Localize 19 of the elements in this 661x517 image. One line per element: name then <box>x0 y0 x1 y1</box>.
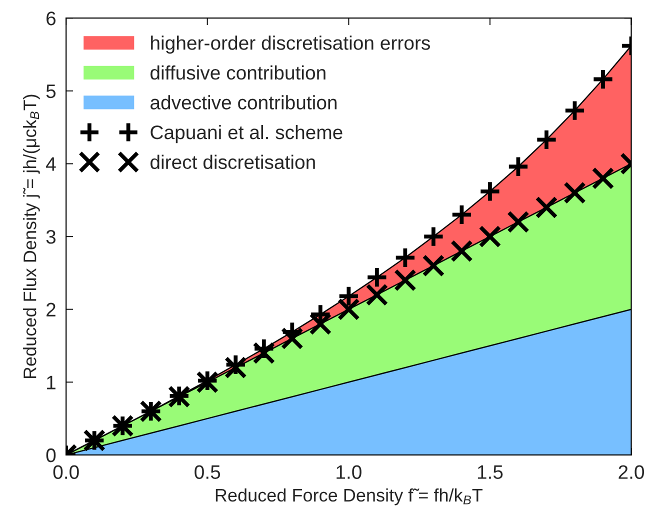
y-axis-title: Reduced Flux Density j̃ = jh/(μck$_{B}$T) <box>23 94 40 378</box>
y-tick-label: 2 <box>46 302 56 316</box>
x-tick-label: 1.0 <box>336 465 362 479</box>
x-tick-label: 1.5 <box>478 465 503 479</box>
legend-label: advective contribution <box>150 95 337 110</box>
legend-label: direct discretisation <box>150 154 315 170</box>
y-tick-label: 1 <box>47 376 56 390</box>
x-tick-label: 0.5 <box>194 465 220 479</box>
y-tick-label: 4 <box>46 157 56 171</box>
legend-label: diffusive contribution <box>150 65 326 80</box>
legend-label: Capuani et al. scheme <box>150 124 342 144</box>
y-tick-label: 3 <box>46 230 56 244</box>
y-tick-label: 0 <box>46 448 56 462</box>
x-tick-label: 0.0 <box>53 465 79 479</box>
y-tick-label: 5 <box>46 84 56 98</box>
x-tick-label: 2.0 <box>618 465 644 479</box>
x-axis-title: Reduced Force Density f̃ = fh/k$_{B}$T <box>216 488 483 506</box>
legend-label: higher-order discretisation errors <box>151 36 430 54</box>
y-tick-label: 6 <box>46 12 56 26</box>
